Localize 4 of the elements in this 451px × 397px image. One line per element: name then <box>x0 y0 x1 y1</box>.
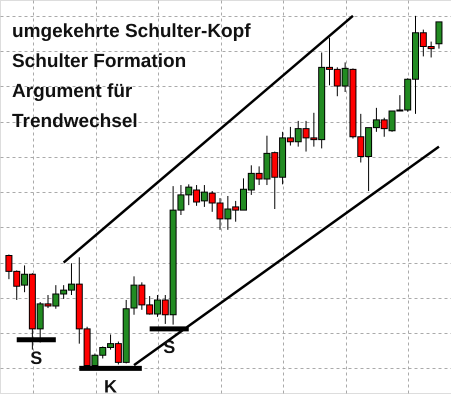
annotation: S <box>163 336 176 357</box>
text: K <box>104 376 118 396</box>
annotation: S <box>30 348 42 368</box>
text: umgekehrte Schulter-Kopf Schulter Formation Argument für Trendwechsel <box>12 21 252 132</box>
